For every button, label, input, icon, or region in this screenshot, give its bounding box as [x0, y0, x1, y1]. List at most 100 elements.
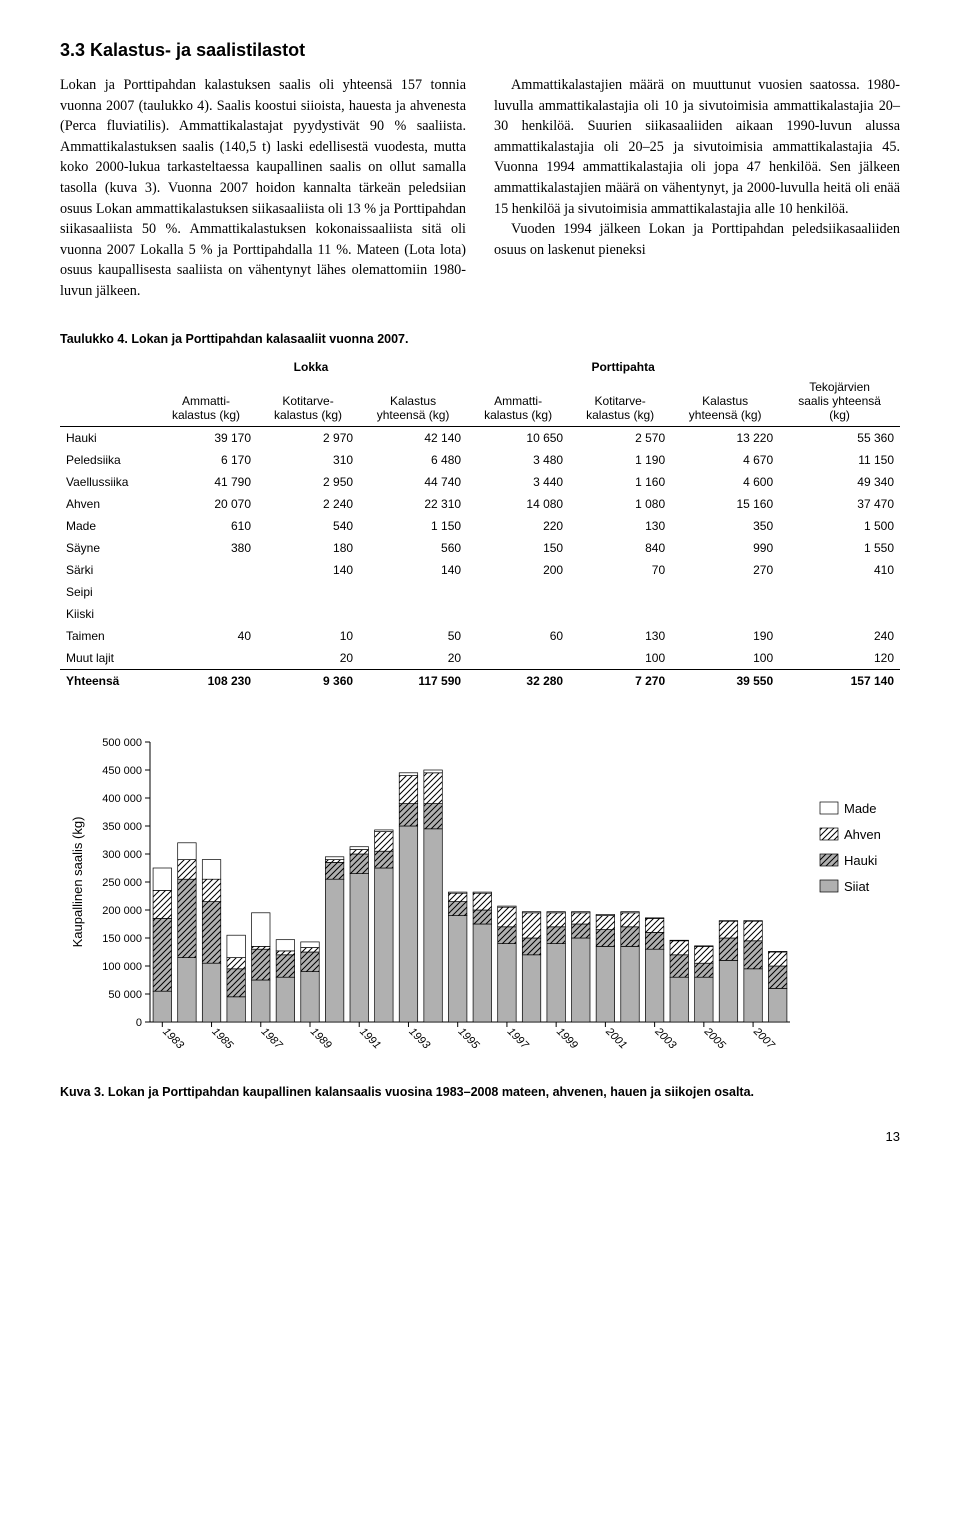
svg-text:Kaupallinen saalis (kg): Kaupallinen saalis (kg) — [70, 816, 85, 947]
table-cell: 6 480 — [359, 449, 467, 471]
bar-segment — [448, 892, 466, 893]
table-column-header: Kalastus yhteensä (kg) — [359, 376, 467, 427]
chart-caption: Kuva 3. Lokan ja Porttipahdan kaupalline… — [60, 1085, 900, 1099]
table-cell: 55 360 — [779, 426, 900, 449]
bar-segment — [325, 856, 343, 859]
table-cell: 39 170 — [155, 426, 257, 449]
svg-text:50 000: 50 000 — [108, 989, 142, 1001]
bar-segment — [596, 915, 614, 929]
table-row: Kiiski — [60, 603, 900, 625]
bar-segment — [744, 920, 762, 921]
table-caption: Taulukko 4. Lokan ja Porttipahdan kalasa… — [60, 332, 900, 346]
bar-segment — [547, 911, 565, 912]
table-cell — [467, 581, 569, 603]
paragraph: Vuoden 1994 jälkeen Lokan ja Porttipahda… — [494, 219, 900, 260]
table-cell: 1 160 — [569, 471, 671, 493]
svg-text:2001: 2001 — [603, 1024, 630, 1051]
table-cell: 14 080 — [467, 493, 569, 515]
legend-swatch — [820, 854, 838, 866]
table-cell: Muut lajit — [60, 647, 155, 670]
table-cell: 4 670 — [671, 449, 779, 471]
table-cell: 32 280 — [467, 669, 569, 692]
bar-segment — [178, 957, 196, 1021]
table-cell — [671, 603, 779, 625]
bar-segment — [719, 920, 737, 921]
table-cell: 20 — [359, 647, 467, 670]
table-cell: 1 150 — [359, 515, 467, 537]
bar-segment — [325, 859, 343, 862]
svg-text:1997: 1997 — [505, 1025, 531, 1051]
bar-segment — [424, 828, 442, 1021]
table-column-header: Kotitarve- kalastus (kg) — [569, 376, 671, 427]
table-total-row: Yhteensä108 2309 360117 59032 2807 27039… — [60, 669, 900, 692]
table-cell: 840 — [569, 537, 671, 559]
table-row: Muut lajit2020100100120 — [60, 647, 900, 670]
bar-segment — [375, 829, 393, 831]
bar-segment — [498, 906, 516, 907]
bar-segment — [301, 941, 319, 947]
table-cell: 11 150 — [779, 449, 900, 471]
bar-segment — [719, 938, 737, 960]
table-cell: 180 — [257, 537, 359, 559]
bar-segment — [153, 918, 171, 991]
table-cell: 240 — [779, 625, 900, 647]
table-cell — [155, 647, 257, 670]
section-heading: 3.3 Kalastus- ja saalistilastot — [60, 40, 900, 61]
svg-text:1999: 1999 — [554, 1025, 580, 1051]
table-cell: 540 — [257, 515, 359, 537]
bar-segment — [744, 940, 762, 968]
table-cell: 4 600 — [671, 471, 779, 493]
svg-text:1991: 1991 — [357, 1025, 383, 1051]
bar-segment — [227, 968, 245, 996]
table-cell: 2 240 — [257, 493, 359, 515]
table-head: LokkaPorttipahta Ammatti- kalastus (kg)K… — [60, 356, 900, 427]
bar-segment — [153, 890, 171, 918]
table-cell: 150 — [467, 537, 569, 559]
bar-segment — [473, 924, 491, 1022]
svg-text:250 000: 250 000 — [102, 877, 142, 889]
table-cell: 2 570 — [569, 426, 671, 449]
bar-segment — [473, 893, 491, 910]
svg-text:200 000: 200 000 — [102, 905, 142, 917]
bar-segment — [448, 915, 466, 1021]
bar-segment — [547, 926, 565, 943]
bar-segment — [375, 851, 393, 868]
table-cell: 20 — [257, 647, 359, 670]
bar-segment — [572, 912, 590, 923]
bar-segment — [670, 940, 688, 954]
table-cell: 37 470 — [779, 493, 900, 515]
table-cell: 100 — [569, 647, 671, 670]
table-cell: 3 480 — [467, 449, 569, 471]
bar-segment — [350, 854, 368, 874]
table-cell: 120 — [779, 647, 900, 670]
table-cell: 610 — [155, 515, 257, 537]
catch-table: LokkaPorttipahta Ammatti- kalastus (kg)K… — [60, 356, 900, 692]
table-cell: 41 790 — [155, 471, 257, 493]
table-cell — [257, 603, 359, 625]
bar-segment — [719, 921, 737, 938]
table-cell: 560 — [359, 537, 467, 559]
table-cell: 15 160 — [671, 493, 779, 515]
bar-segment — [522, 911, 540, 912]
bar-segment — [621, 911, 639, 912]
bar-segment — [695, 946, 713, 963]
table-column-header — [60, 376, 155, 427]
table-cell: Yhteensä — [60, 669, 155, 692]
table-cell — [257, 581, 359, 603]
table-cell: 42 140 — [359, 426, 467, 449]
svg-text:400 000: 400 000 — [102, 793, 142, 805]
bar-segment — [522, 954, 540, 1021]
table-row: Taimen40105060130190240 — [60, 625, 900, 647]
legend-swatch — [820, 802, 838, 814]
bar-segment — [768, 966, 786, 988]
table-cell: 140 — [257, 559, 359, 581]
svg-text:1985: 1985 — [209, 1025, 235, 1051]
bar-segment — [227, 957, 245, 968]
table-row: Seipi — [60, 581, 900, 603]
bar-segment — [621, 926, 639, 946]
svg-text:350 000: 350 000 — [102, 821, 142, 833]
bar-segment — [252, 949, 270, 980]
svg-text:2007: 2007 — [750, 1024, 777, 1051]
legend-swatch — [820, 880, 838, 892]
bar-segment — [744, 968, 762, 1021]
